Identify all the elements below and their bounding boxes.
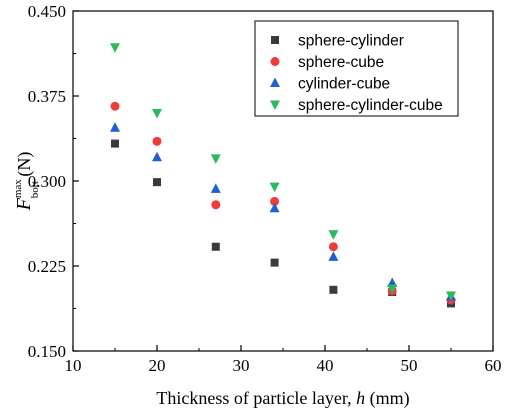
data-point-square xyxy=(211,242,220,251)
legend-label: sphere-cylinder xyxy=(298,33,404,50)
legend-marker-square xyxy=(271,36,279,44)
x-axis-title-prefix: Thickness of particle layer, xyxy=(156,388,356,408)
legend-marker-triangle-up xyxy=(270,77,280,87)
y-axis-title-superscript: max xyxy=(12,179,24,198)
x-axis: 10 20 30 40 50 60 xyxy=(65,345,502,375)
data-point-triangle-down xyxy=(269,182,280,193)
data-point-square xyxy=(111,139,119,148)
x-tick-label: 60 xyxy=(485,356,502,375)
x-axis-title-unit: (mm) xyxy=(365,388,410,409)
data-point-triangle-down xyxy=(446,291,456,301)
x-tick-label: 40 xyxy=(317,356,334,375)
data-point-square xyxy=(329,285,338,294)
data-point-circle xyxy=(152,136,162,146)
legend-label: sphere-cube xyxy=(298,54,384,71)
y-axis-title: Fmax bott (N) xyxy=(12,152,41,212)
legend-marker-triangle-down xyxy=(270,100,280,110)
data-point-square xyxy=(153,178,161,187)
data-point-circle xyxy=(328,242,338,252)
data-point-triangle-down xyxy=(328,230,339,240)
data-point-circle xyxy=(110,101,120,111)
data-points xyxy=(110,43,456,308)
data-point-triangle-up xyxy=(328,251,339,261)
data-point-triangle-down xyxy=(210,154,221,164)
legend-box xyxy=(254,20,459,117)
data-point-triangle-down xyxy=(110,43,120,53)
data-point-triangle-down xyxy=(387,284,398,295)
data-point-triangle-up xyxy=(269,202,280,213)
data-point-circle xyxy=(270,196,280,206)
data-point-triangle-down xyxy=(152,109,162,119)
legend: sphere-cylinder sphere-cube cylinder-cube s… xyxy=(254,20,459,117)
legend-label: cylinder-cube xyxy=(298,76,390,93)
y-tick-label: 0.375 xyxy=(28,87,66,106)
x-tick-label: 10 xyxy=(65,356,82,375)
x-axis-title: Thickness of particle layer, h (mm) xyxy=(156,388,409,409)
y-tick-label: 0.300 xyxy=(28,172,66,191)
y-tick-label: 0.225 xyxy=(28,257,66,276)
legend-marker-circle xyxy=(270,57,280,66)
y-axis-title-subscript: bott xyxy=(29,181,41,198)
y-tick-label: 0.150 xyxy=(28,342,66,361)
data-point-triangle-up xyxy=(110,122,120,132)
data-point-triangle-up xyxy=(152,151,162,162)
x-tick-label: 50 xyxy=(401,356,418,375)
x-axis-title-variable: h xyxy=(356,388,365,408)
data-point-square xyxy=(270,258,279,267)
y-axis: 0.150 0.225 0.300 0.375 0.450 xyxy=(28,2,79,361)
data-point-circle xyxy=(211,200,221,210)
y-axis-title-unit: (N) xyxy=(14,152,35,182)
data-point-triangle-up xyxy=(387,277,398,287)
legend-label: sphere-cylinder-cube xyxy=(298,97,443,114)
x-tick-label: 20 xyxy=(149,356,166,375)
y-axis-title-symbol: F xyxy=(13,197,35,211)
y-tick-label: 0.450 xyxy=(28,2,66,21)
x-tick-label: 30 xyxy=(233,356,250,375)
data-point-triangle-up xyxy=(210,183,221,193)
